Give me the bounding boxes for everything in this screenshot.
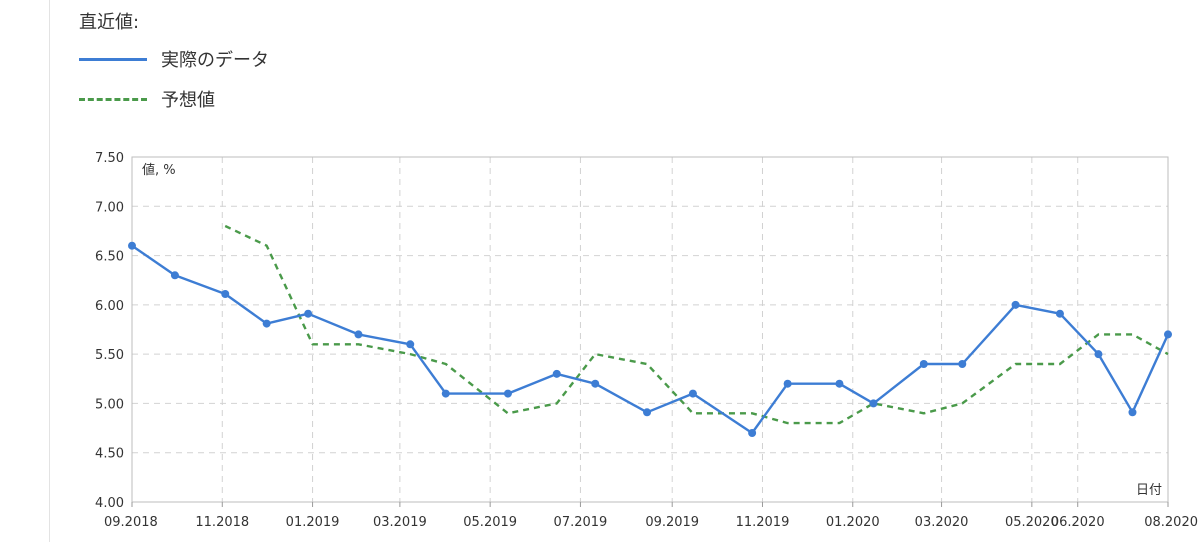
latest-values-heading: 直近値: <box>79 12 140 33</box>
chart-series <box>128 224 1172 437</box>
legend-label-actual: 実際のデータ <box>161 50 269 71</box>
x-tick-label: 03.2019 <box>373 515 427 530</box>
x-tick-label: 03.2020 <box>915 515 969 530</box>
data-point-actual[interactable] <box>1055 309 1064 318</box>
x-tick-label: 08.2020 <box>1144 515 1198 530</box>
series-line-actual <box>131 244 1170 435</box>
data-point-actual[interactable] <box>835 379 844 388</box>
x-tick-label: 01.2020 <box>826 515 880 530</box>
data-point-actual[interactable] <box>748 429 757 437</box>
data-point-actual[interactable] <box>1094 350 1103 359</box>
y-tick-label: 6.00 <box>95 299 124 314</box>
data-point-actual[interactable] <box>643 408 652 417</box>
data-point-actual[interactable] <box>958 360 967 368</box>
y-tick-label: 4.00 <box>95 496 124 511</box>
data-point-actual[interactable] <box>354 330 363 339</box>
x-axis-ticks: 09.2018 11.2018 01.2019 03.2019 05.2019 07.20… <box>104 502 1198 530</box>
y-tick-label: 5.50 <box>95 348 124 363</box>
data-point-actual[interactable] <box>1011 300 1020 309</box>
plot-frame <box>131 156 1169 503</box>
legend-item-forecast[interactable]: 予想値 <box>79 84 269 114</box>
legend-swatch-actual <box>79 57 147 61</box>
data-point-actual[interactable] <box>783 379 792 388</box>
y-tick-label: 7.00 <box>95 200 124 215</box>
legend-label-forecast: 予想値 <box>161 90 215 111</box>
data-point-actual[interactable] <box>688 389 697 398</box>
x-axis-label: 日付 <box>1136 483 1162 498</box>
data-point-actual[interactable] <box>503 389 512 398</box>
x-tick-label: 06.2020 <box>1051 515 1105 530</box>
data-point-actual[interactable] <box>869 399 878 408</box>
y-tick-label: 5.00 <box>95 397 124 412</box>
x-tick-label: 09.2019 <box>645 515 699 530</box>
x-tick-label: 11.2018 <box>195 515 249 530</box>
data-point-actual[interactable] <box>406 340 415 349</box>
y-tick-label: 6.50 <box>95 250 124 265</box>
data-point-actual[interactable] <box>552 369 561 378</box>
x-tick-label: 01.2019 <box>286 515 340 530</box>
data-point-actual[interactable] <box>304 309 313 318</box>
x-tick-label: 05.2019 <box>463 515 517 530</box>
chart-grid <box>132 157 1168 502</box>
data-point-actual[interactable] <box>262 319 271 328</box>
data-point-actual[interactable] <box>1128 408 1137 417</box>
data-point-actual[interactable] <box>221 290 230 299</box>
x-tick-label: 11.2019 <box>736 515 790 530</box>
legend-item-actual[interactable]: 実際のデータ <box>79 44 269 74</box>
data-point-actual[interactable] <box>591 379 600 388</box>
page-left-divider <box>49 0 50 542</box>
y-axis-label: 値, % <box>142 162 176 178</box>
x-tick-label: 07.2019 <box>554 515 608 530</box>
x-tick-label: 09.2018 <box>104 515 158 530</box>
data-point-actual[interactable] <box>441 389 450 398</box>
legend-swatch-forecast <box>79 97 147 101</box>
y-axis-ticks: 4.00 4.50 5.00 5.50 6.00 6.50 7.00 7.50 <box>95 151 124 511</box>
data-point-actual[interactable] <box>170 271 179 280</box>
y-tick-label: 7.50 <box>95 151 124 166</box>
data-point-actual[interactable] <box>919 360 928 368</box>
data-point-actual[interactable] <box>1164 330 1172 339</box>
x-tick-label: 05.2020 <box>1005 515 1059 530</box>
chart-legend: 実際のデータ 予想値 <box>79 44 269 124</box>
data-point-actual[interactable] <box>128 241 136 250</box>
y-tick-label: 4.50 <box>95 447 124 462</box>
